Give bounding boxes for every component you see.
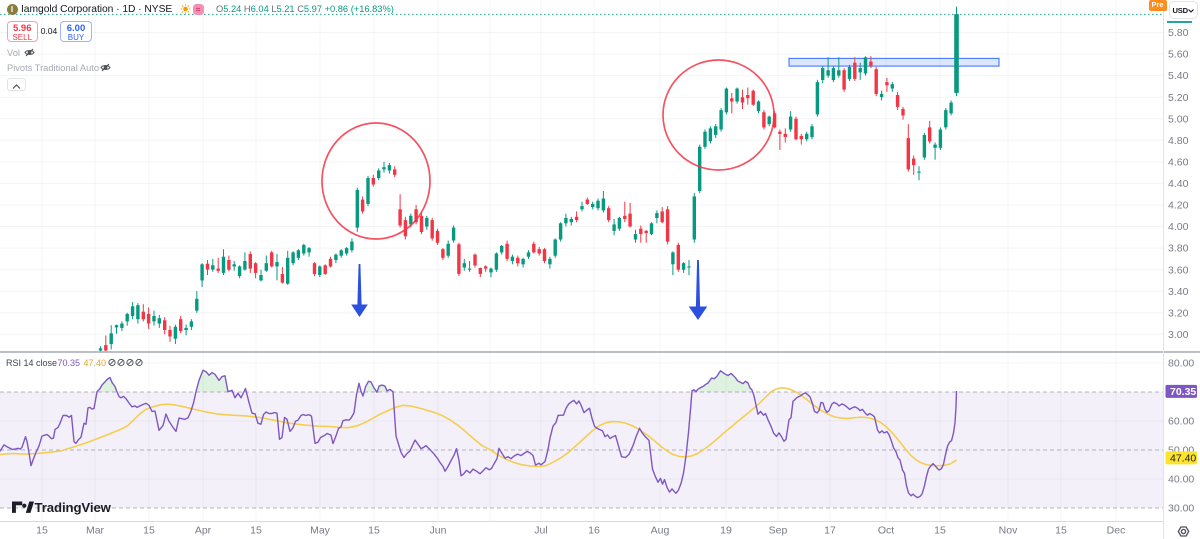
svg-text:4.60: 4.60 xyxy=(1168,157,1189,169)
svg-text:Dec: Dec xyxy=(1107,525,1126,537)
svg-text:15: 15 xyxy=(36,525,48,537)
svg-text:40.00: 40.00 xyxy=(1168,474,1194,486)
svg-text:15: 15 xyxy=(934,525,946,537)
svg-text:Oct: Oct xyxy=(878,525,894,537)
svg-text:3.20: 3.20 xyxy=(1168,307,1189,319)
svg-text:Mar: Mar xyxy=(86,525,105,537)
svg-text:5.80: 5.80 xyxy=(1168,27,1189,39)
svg-text:3.80: 3.80 xyxy=(1168,243,1189,255)
svg-text:15: 15 xyxy=(250,525,262,537)
svg-text:Nov: Nov xyxy=(999,525,1018,537)
svg-text:47.40: 47.40 xyxy=(1170,452,1196,464)
svg-text:TradingView: TradingView xyxy=(35,500,112,515)
svg-text:Apr: Apr xyxy=(195,525,212,537)
svg-text:3.40: 3.40 xyxy=(1168,286,1189,298)
svg-text:15: 15 xyxy=(1055,525,1067,537)
svg-text:Aug: Aug xyxy=(651,525,670,537)
svg-text:5.00: 5.00 xyxy=(1168,113,1189,125)
svg-text:15: 15 xyxy=(368,525,380,537)
svg-text:80.00: 80.00 xyxy=(1168,358,1194,370)
svg-text:60.00: 60.00 xyxy=(1168,416,1194,428)
svg-text:4.00: 4.00 xyxy=(1168,221,1189,233)
svg-text:4.40: 4.40 xyxy=(1168,178,1189,190)
svg-text:Jun: Jun xyxy=(430,525,447,537)
svg-text:17: 17 xyxy=(824,525,836,537)
svg-text:3.00: 3.00 xyxy=(1168,329,1189,341)
svg-text:May: May xyxy=(310,525,331,537)
svg-text:4.20: 4.20 xyxy=(1168,200,1189,212)
svg-text:Sep: Sep xyxy=(769,525,788,537)
svg-text:4.80: 4.80 xyxy=(1168,135,1189,147)
svg-text:70.35: 70.35 xyxy=(1170,386,1196,398)
svg-text:5.60: 5.60 xyxy=(1168,49,1189,61)
svg-text:16: 16 xyxy=(588,525,600,537)
svg-text:Jul: Jul xyxy=(534,525,547,537)
svg-text:15: 15 xyxy=(143,525,155,537)
svg-text:3.60: 3.60 xyxy=(1168,264,1189,276)
svg-text:5.20: 5.20 xyxy=(1168,92,1189,104)
svg-text:30.00: 30.00 xyxy=(1168,503,1194,515)
svg-text:19: 19 xyxy=(720,525,732,537)
svg-text:5.40: 5.40 xyxy=(1168,70,1189,82)
